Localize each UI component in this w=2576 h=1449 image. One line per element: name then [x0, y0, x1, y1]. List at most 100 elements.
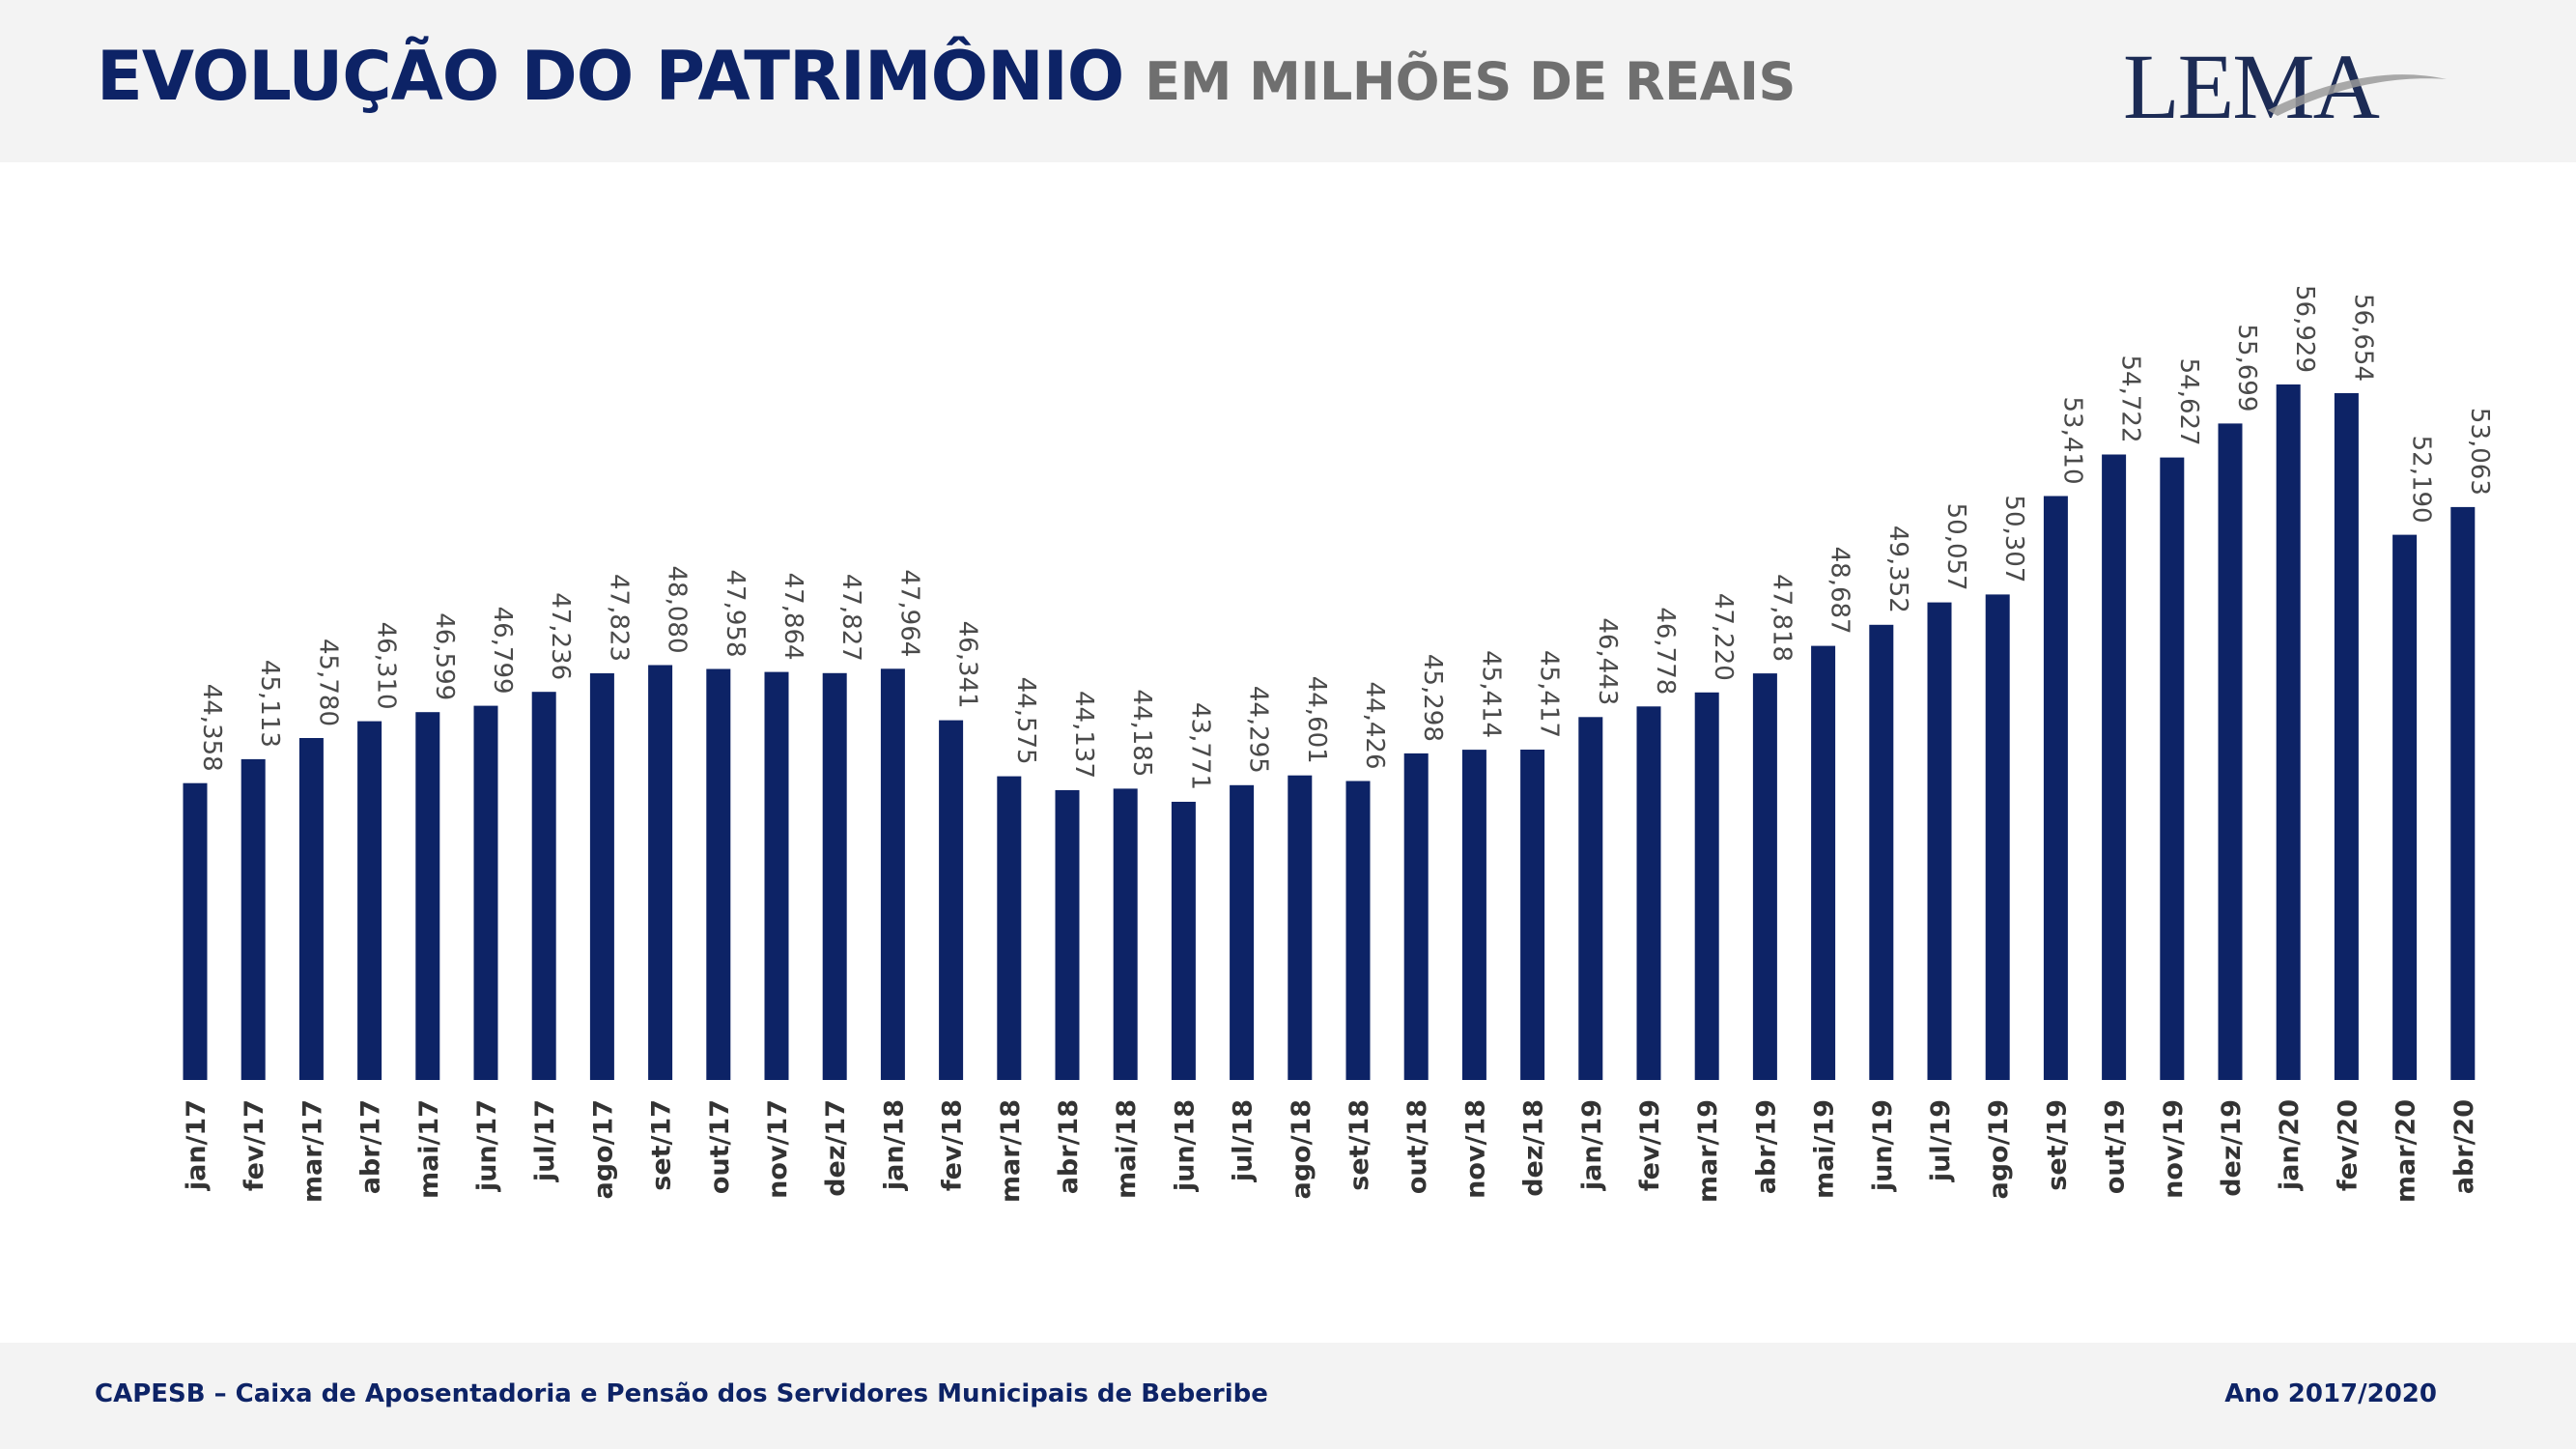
footer-period: Ano 2017/2020 — [2224, 1379, 2437, 1408]
category-label: jan/19 — [1577, 1099, 1607, 1191]
category-label: mar/18 — [996, 1099, 1026, 1203]
page-title: EVOLUÇÃO DO PATRIMÔNIO EM MILHÕES DE REA… — [97, 37, 1796, 133]
value-label: 48,687 — [1826, 547, 1854, 635]
value-label: 44,426 — [1360, 682, 1389, 770]
category-label: jul/17 — [530, 1099, 560, 1182]
value-label: 45,417 — [1535, 650, 1564, 738]
bar-jan-18 — [880, 668, 905, 1080]
value-label: 47,823 — [604, 574, 633, 662]
title-main: EVOLUÇÃO DO PATRIMÔNIO — [97, 37, 1124, 116]
category-label: ago/18 — [1287, 1099, 1316, 1200]
bar-fev-17 — [241, 758, 266, 1080]
value-label: 47,827 — [836, 574, 865, 662]
value-label: 47,864 — [778, 573, 807, 661]
value-label: 43,771 — [1185, 702, 1214, 790]
bar-mai-17 — [415, 712, 440, 1080]
bar-fev-19 — [1636, 706, 1661, 1080]
bar-jul-18 — [1230, 784, 1255, 1080]
category-label: dez/19 — [2217, 1099, 2247, 1197]
category-label: set/18 — [1345, 1099, 1374, 1191]
category-label: jan/18 — [879, 1099, 909, 1191]
value-label: 54,627 — [2174, 358, 2203, 446]
bar-mar-19 — [1694, 692, 1719, 1080]
value-label: 46,341 — [953, 621, 982, 709]
bar-jun-19 — [1869, 624, 1894, 1080]
category-label: jul/19 — [1926, 1099, 1956, 1182]
bars-layer — [183, 384, 2476, 1081]
bar-abr-19 — [1752, 673, 1777, 1080]
category-label: fev/20 — [2333, 1099, 2363, 1191]
category-label: dez/18 — [1519, 1099, 1549, 1197]
bar-fev-18 — [939, 720, 964, 1080]
bar-mar-17 — [298, 738, 324, 1080]
category-label: jan/20 — [2275, 1099, 2305, 1191]
bar-abr-18 — [1055, 790, 1080, 1080]
bar-nov-19 — [2160, 457, 2185, 1081]
bar-out-19 — [2102, 454, 2127, 1080]
value-label: 44,185 — [1127, 689, 1156, 777]
category-label: jun/18 — [1170, 1099, 1200, 1192]
header-band — [0, 0, 2576, 162]
lema-logo: LEMA — [2123, 39, 2451, 135]
bar-dez-19 — [2218, 423, 2243, 1080]
value-label: 47,818 — [1767, 574, 1796, 662]
category-label: nov/19 — [2159, 1099, 2189, 1199]
category-label: fev/17 — [240, 1099, 269, 1191]
bar-jun-17 — [473, 705, 498, 1080]
category-label: nov/18 — [1460, 1099, 1490, 1199]
category-label: mar/19 — [1693, 1099, 1723, 1203]
value-label: 44,295 — [1244, 686, 1273, 774]
bar-mar-20 — [2392, 534, 2418, 1080]
value-label: 49,352 — [1883, 526, 1912, 613]
category-labels-layer: jan/17 fev/17 mar/17 abr/17 mai/17 jun/17 jul/… — [182, 1099, 2479, 1203]
bar-abr-20 — [2450, 506, 2476, 1080]
bar-out-17 — [706, 668, 731, 1080]
category-label: out/17 — [705, 1099, 735, 1194]
category-label: nov/17 — [763, 1099, 793, 1199]
category-label: jun/17 — [472, 1099, 502, 1192]
category-label: abr/20 — [2449, 1099, 2479, 1194]
category-label: mai/17 — [414, 1099, 444, 1199]
bar-mai-19 — [1811, 645, 1836, 1080]
value-label: 45,113 — [255, 660, 284, 748]
bar-dez-17 — [822, 672, 847, 1080]
category-label: mar/17 — [297, 1099, 327, 1203]
bar-abr-17 — [357, 721, 382, 1080]
value-label: 45,298 — [1418, 654, 1447, 742]
value-label: 55,699 — [2232, 324, 2261, 412]
value-label: 44,137 — [1069, 691, 1098, 779]
category-label: jun/19 — [1868, 1099, 1898, 1192]
category-label: set/19 — [2042, 1099, 2072, 1191]
bar-jul-17 — [531, 692, 556, 1080]
bar-ago-17 — [589, 673, 614, 1080]
category-label: mar/20 — [2392, 1099, 2421, 1203]
category-label: jul/18 — [1229, 1099, 1259, 1182]
value-label: 48,080 — [663, 566, 692, 654]
bar-ago-19 — [1985, 594, 2010, 1080]
value-label: 47,958 — [721, 570, 750, 658]
value-label: 44,358 — [197, 684, 226, 772]
footer-institution: CAPESB – Caixa de Aposentadoria e Pensão… — [95, 1379, 1268, 1408]
category-label: abr/17 — [356, 1099, 386, 1194]
value-label: 47,236 — [546, 592, 575, 680]
title-subtitle: EM MILHÕES DE REAIS — [1145, 51, 1796, 112]
bar-mar-18 — [997, 776, 1022, 1080]
value-label: 50,057 — [1941, 503, 1970, 591]
value-label: 46,599 — [430, 612, 459, 700]
value-label: 53,410 — [2057, 397, 2086, 485]
bar-set-19 — [2043, 496, 2068, 1080]
category-label: mai/19 — [1810, 1099, 1840, 1199]
value-label: 46,778 — [1651, 607, 1680, 695]
category-label: mai/18 — [1112, 1099, 1142, 1199]
bar-set-17 — [648, 665, 673, 1080]
category-label: dez/17 — [821, 1099, 851, 1197]
value-label: 47,220 — [1709, 593, 1738, 681]
value-label: 44,601 — [1302, 676, 1331, 764]
value-label: 56,929 — [2290, 285, 2319, 373]
category-label: jan/17 — [182, 1099, 212, 1191]
value-labels-layer: 44,358 45,113 45,780 46,310 46,599 46,799 47,2… — [197, 285, 2494, 790]
bar-dez-18 — [1520, 750, 1545, 1080]
value-label: 45,414 — [1476, 650, 1505, 738]
bar-jan-19 — [1578, 717, 1603, 1080]
bar-nov-18 — [1461, 750, 1486, 1080]
